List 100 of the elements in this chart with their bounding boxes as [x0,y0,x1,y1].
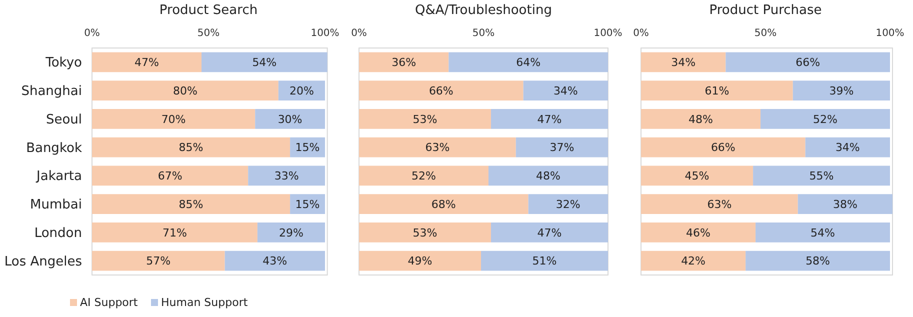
bar [746,250,890,271]
bar [448,52,608,72]
data-label: 15% [295,141,320,154]
bar [798,194,892,214]
bar [528,194,608,214]
data-label: 64% [516,56,541,70]
data-label: 63% [707,198,732,211]
data-label: 47% [134,56,159,70]
bar [92,194,290,214]
legend-label: AI Support [80,296,138,309]
chart-title: Product Search [159,3,258,18]
bar [248,166,325,186]
x-tick-label: 50% [754,28,777,39]
data-label: 30% [278,112,302,126]
data-label: 20% [289,84,314,98]
data-label: 46% [686,226,710,240]
bar [92,137,290,158]
bar [641,137,806,158]
bar [760,109,890,129]
data-label: 49% [408,254,432,268]
bar [641,80,793,100]
y-tick-label: Jakarta [36,169,82,184]
data-label: 71% [162,226,187,240]
bar [641,222,756,242]
bar [641,194,798,214]
bar [224,250,325,271]
data-label: 85% [178,141,204,154]
data-label: 33% [274,170,299,183]
data-label: 15% [295,198,320,211]
data-label: 34% [671,56,696,70]
x-tick-label: 100% [310,28,340,39]
bar [490,222,608,242]
bar [359,250,482,271]
data-label: 47% [537,226,562,240]
bar [359,166,488,186]
data-label: 68% [431,198,456,211]
x-tick-label: 100% [876,28,904,39]
bar [359,222,491,242]
data-label: 55% [809,170,834,183]
data-label: 53% [412,226,438,240]
data-label: 58% [806,254,830,268]
data-label: 38% [832,198,858,211]
data-label: 51% [532,254,557,268]
bar [92,166,248,186]
data-label: 52% [813,112,838,126]
y-tick-label: Tokyo [44,56,82,71]
bar [516,137,608,158]
data-label: 52% [412,170,436,183]
data-label: 45% [684,170,710,183]
x-tick-label: 50% [472,28,495,39]
data-label: 66% [796,56,820,70]
bar [641,52,726,72]
bar [359,109,491,129]
bar [641,109,761,129]
y-tick-label: Shanghai [21,84,82,100]
data-label: 66% [710,141,736,154]
data-label: 34% [553,84,578,98]
x-tick-label: 0% [351,28,367,39]
data-label: 67% [158,170,182,183]
bar [92,109,256,129]
bar [488,166,608,186]
data-label: 61% [704,84,730,98]
bar [641,166,754,186]
data-label: 54% [252,56,277,70]
bar [756,222,890,242]
bar [359,194,528,214]
data-label: 48% [536,170,560,183]
data-label: 80% [172,84,198,98]
legend-label: Human Support [161,296,248,309]
bar [792,80,890,100]
data-label: 57% [146,254,171,268]
bar [641,250,746,271]
bar [202,52,328,72]
x-tick-label: 50% [197,28,220,39]
data-label: 43% [262,254,288,268]
bar [278,80,325,100]
data-label: 66% [428,84,454,98]
bar [805,137,890,158]
bar [359,80,524,100]
bar [523,80,608,100]
data-label: 39% [829,84,854,98]
data-label: 53% [412,112,438,126]
bar [726,52,890,72]
data-label: 63% [425,141,450,154]
bar [753,166,890,186]
y-tick-label: Mumbai [30,198,82,213]
x-tick-label: 0% [633,28,649,39]
bar [92,80,278,100]
data-label: 54% [810,226,835,240]
y-tick-label: Bangkok [26,140,82,156]
y-tick-label: Los Angeles [4,254,82,270]
y-tick-label: Seoul [46,112,82,128]
data-label: 47% [537,112,562,126]
chart-title: Product Purchase [709,3,822,18]
chart-title: Q&A/Troubleshooting [415,3,552,18]
data-label: 32% [556,198,580,211]
bar [92,222,258,242]
bar [92,250,225,271]
bar [255,109,325,129]
bar [257,222,325,242]
